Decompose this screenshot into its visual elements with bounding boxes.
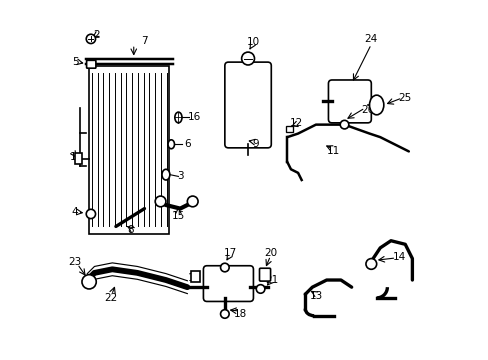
Text: 5: 5 [72, 57, 79, 67]
Text: 14: 14 [392, 252, 406, 262]
FancyBboxPatch shape [86, 60, 96, 68]
Text: 23: 23 [68, 257, 81, 267]
Circle shape [241, 52, 254, 65]
Circle shape [86, 209, 95, 219]
Ellipse shape [168, 140, 174, 149]
Text: 10: 10 [246, 37, 260, 48]
Circle shape [86, 34, 95, 44]
Ellipse shape [162, 169, 169, 180]
Bar [190, 271, 200, 282]
Text: 18: 18 [234, 309, 247, 319]
Text: 3: 3 [177, 171, 183, 181]
Text: 9: 9 [251, 139, 258, 149]
Bar [75, 153, 82, 164]
Text: 2: 2 [93, 30, 100, 40]
Text: 4: 4 [71, 207, 78, 217]
Text: 25: 25 [397, 93, 410, 103]
Text: 6: 6 [183, 139, 190, 149]
Circle shape [187, 196, 198, 207]
Circle shape [340, 120, 348, 129]
Text: 19: 19 [187, 273, 201, 283]
Circle shape [256, 285, 264, 293]
Text: 24: 24 [364, 34, 377, 44]
FancyBboxPatch shape [328, 80, 370, 123]
FancyBboxPatch shape [203, 266, 253, 301]
Bar [89, 66, 169, 234]
Circle shape [82, 275, 96, 289]
Text: 17: 17 [223, 248, 236, 258]
Circle shape [155, 196, 165, 207]
FancyBboxPatch shape [259, 268, 270, 281]
Text: 21: 21 [265, 275, 279, 285]
Text: 1: 1 [70, 152, 76, 162]
Text: 20: 20 [264, 248, 277, 258]
Circle shape [365, 258, 376, 269]
Text: 7: 7 [141, 36, 147, 46]
Ellipse shape [175, 112, 182, 123]
Text: 13: 13 [309, 291, 322, 301]
Text: 16: 16 [187, 112, 201, 122]
Text: 12: 12 [289, 118, 302, 128]
Text: 8: 8 [126, 225, 133, 235]
Text: 22: 22 [104, 293, 117, 303]
Text: 26: 26 [360, 105, 374, 115]
FancyBboxPatch shape [224, 62, 271, 148]
Bar [285, 126, 292, 132]
Text: 11: 11 [326, 147, 340, 157]
Text: 15: 15 [171, 211, 184, 221]
Circle shape [220, 263, 229, 272]
Circle shape [220, 310, 229, 318]
Ellipse shape [369, 95, 383, 115]
